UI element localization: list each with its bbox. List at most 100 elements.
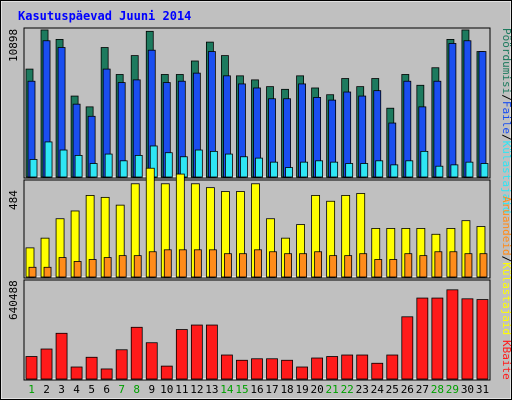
bar-visitors [315,160,324,178]
bar-kbytes [130,326,143,380]
bar-reports [284,253,292,278]
bar-reports [374,259,383,278]
bar-kbytes [251,358,263,380]
bar-visitors [465,161,474,178]
bar-reports [404,253,413,278]
legend-sep: / [500,134,512,141]
x-tick-label: 9 [148,383,155,396]
bar-kbytes [190,324,203,380]
x-tick-label: 1 [28,383,35,396]
bar-reports [479,253,488,278]
bar-kbytes [281,359,293,380]
bar-visitors [104,153,113,178]
bar-reports [208,249,217,278]
bar-visitors [270,161,278,178]
bar-visitors [255,157,263,178]
bar-kbytes [311,357,324,380]
legend-visits: Pöördumisi/Faile/Külastajaid [500,28,512,213]
bar-kbytes [70,366,83,380]
bar-visitors [420,150,429,178]
bar-visitors [480,163,489,178]
bar-visitors [89,163,98,178]
bars-layer [25,29,489,380]
bar-visitors [194,149,203,178]
bar-visitors [29,159,38,178]
bar-visitors [285,167,293,178]
bar-visitors [240,156,248,178]
bar-visitors [345,163,354,178]
ymax-label-visits: 10898 [7,29,20,62]
ymax-label-pages: 484 [7,190,20,210]
bar-kbytes [416,297,429,380]
bar-reports [434,251,443,278]
bar-visitors [330,161,339,178]
bar-visitors [59,149,68,178]
x-tick-label: 13 [205,383,218,396]
x-tick-label: 23 [356,383,369,396]
bar-kbytes [431,297,444,380]
bar-reports [464,253,473,278]
bar-visitors [119,160,128,178]
bar-visitors [405,160,414,178]
bar-kbytes [115,349,128,380]
bar-reports [389,259,398,278]
bar-reports [299,253,307,278]
bar-kbytes [85,356,98,380]
bar-files [448,43,457,178]
bar-kbytes [446,289,459,380]
legend-files: Faile [500,101,512,134]
x-axis-labels: 1 2 3 4 5 6 7 8 9 10 11 12 13 14 15 16 17 18 19 20 21 22 23 24 2… [28,383,489,396]
bar-kbytes [205,324,218,380]
bar-kbytes [461,298,474,380]
x-tick-label: 10 [160,383,173,396]
bar-reports [88,259,97,278]
bar-reports [178,249,187,278]
bar-kbytes [476,299,489,380]
x-tick-label: 18 [280,383,293,396]
x-tick-label: 7 [118,383,125,396]
x-tick-label: 21 [326,383,339,396]
x-tick-label: 27 [416,383,429,396]
bar-kbytes [175,329,188,380]
bar-visitors [360,163,369,178]
bar-visitors [209,150,218,178]
legend-visitors-mid: Külastajaid [500,262,512,335]
x-tick-label: 22 [341,383,354,396]
x-tick-label: 25 [386,383,399,396]
bar-reports [43,266,52,278]
x-tick-label: 29 [446,383,459,396]
x-tick-label: 30 [461,383,474,396]
x-tick-label: 28 [431,383,444,396]
bar-kbytes [40,348,53,380]
bar-kbytes [25,356,38,380]
bar-reports [224,253,232,278]
bar-kbytes [221,354,233,380]
bar-reports [254,249,262,278]
bar-visitors [390,164,399,178]
x-tick-label: 12 [190,383,203,396]
bar-kbytes [296,366,308,380]
legend-visitors: Külastajaid [500,141,512,214]
bar-kbytes [371,362,384,380]
x-tick-label: 20 [311,383,324,396]
bar-reports [269,251,277,278]
legend-reports: Aruandeid [500,196,512,256]
bar-visitors [225,153,233,178]
bar-visitors [300,161,308,178]
ymax-label-bytes: 640488 [7,280,20,320]
x-tick-label: 16 [250,383,263,396]
bar-reports [163,249,172,278]
bar-kbytes [100,368,113,380]
bar-reports [329,255,338,278]
bar-files [433,80,442,178]
bar-visitors [74,155,83,178]
legend-sep: / [500,256,512,263]
bar-kbytes [160,365,173,380]
bar-reports [449,251,458,278]
x-tick-label: 6 [103,383,110,396]
bar-kbytes [341,354,354,380]
bar-reports [118,255,127,278]
bar-reports [344,255,353,278]
x-tick-label: 24 [371,383,385,396]
